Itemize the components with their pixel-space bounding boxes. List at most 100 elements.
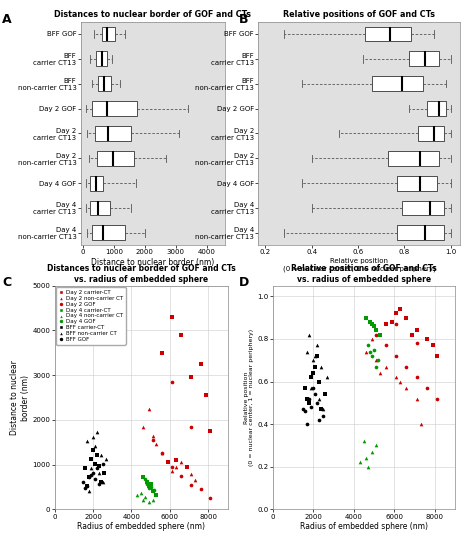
Y-axis label: Relative position
(0 = nuclear center, 1 = nuclear periphery): Relative position (0 = nuclear center, 1…	[244, 329, 255, 466]
Point	[310, 356, 317, 364]
PathPatch shape	[418, 126, 444, 141]
Point	[303, 394, 311, 403]
PathPatch shape	[428, 101, 446, 116]
PathPatch shape	[397, 225, 444, 240]
PathPatch shape	[96, 51, 107, 66]
Point	[178, 330, 185, 339]
Point	[172, 456, 179, 465]
Point	[303, 348, 311, 356]
Point	[299, 405, 307, 413]
Point	[370, 345, 378, 354]
X-axis label: Distance to nuclear border (nm): Distance to nuclear border (nm)	[91, 258, 215, 267]
Point	[158, 449, 166, 458]
Point	[383, 341, 390, 350]
Point	[145, 497, 153, 506]
Point	[372, 356, 380, 364]
Point	[301, 384, 309, 392]
Point	[139, 473, 147, 481]
Point	[307, 373, 315, 382]
Point	[368, 351, 376, 360]
Point	[153, 440, 160, 449]
Point	[102, 455, 110, 464]
Point	[95, 461, 102, 470]
Point	[364, 462, 372, 471]
Point	[147, 480, 155, 488]
X-axis label: Relative position
(0 = nuclear center, 1 = nuclear periphery): Relative position (0 = nuclear center, 1…	[283, 258, 436, 272]
Point	[362, 313, 370, 322]
Point	[178, 458, 185, 467]
PathPatch shape	[372, 76, 423, 91]
Point	[168, 313, 175, 321]
Point	[139, 422, 147, 431]
Point	[402, 384, 410, 392]
Point	[392, 320, 400, 328]
Point	[392, 373, 400, 382]
Point	[303, 420, 311, 429]
Point	[362, 454, 370, 462]
Point	[191, 476, 199, 485]
Point	[311, 351, 319, 360]
Point	[318, 405, 325, 413]
Point	[91, 475, 99, 483]
Point	[145, 404, 153, 413]
Y-axis label: Distance to nuclear
border (nm): Distance to nuclear border (nm)	[10, 360, 29, 435]
Point	[100, 468, 108, 477]
Point	[151, 485, 158, 494]
Point	[168, 462, 175, 471]
Point	[95, 468, 102, 477]
Point	[307, 384, 315, 392]
Point	[85, 486, 93, 495]
Point	[83, 482, 91, 490]
Text: A: A	[2, 13, 12, 26]
Title: Relative positions of GOF and CTs
vs. radius of embedded sphere: Relative positions of GOF and CTs vs. ra…	[291, 264, 437, 284]
Point	[178, 472, 185, 480]
PathPatch shape	[95, 126, 131, 141]
Point	[372, 362, 380, 371]
Point	[85, 473, 93, 481]
Point	[368, 335, 376, 343]
Point	[392, 309, 400, 317]
PathPatch shape	[397, 176, 437, 191]
Point	[315, 416, 323, 424]
Point	[137, 488, 145, 497]
Point	[87, 464, 95, 473]
Point	[164, 458, 172, 467]
Point	[139, 495, 147, 504]
Point	[187, 422, 195, 431]
Title: Relative positions of GOF and CTs: Relative positions of GOF and CTs	[283, 10, 435, 19]
Point	[376, 369, 384, 377]
Point	[187, 469, 195, 478]
Point	[91, 441, 99, 450]
Point	[206, 427, 214, 436]
Point	[99, 459, 106, 468]
PathPatch shape	[91, 101, 137, 116]
Point	[423, 384, 430, 392]
Point	[145, 484, 153, 493]
Point	[91, 459, 99, 468]
Point	[376, 330, 384, 339]
Point	[319, 405, 327, 413]
Point	[305, 330, 313, 339]
Point	[368, 320, 376, 328]
Point	[85, 473, 93, 481]
Point	[93, 428, 100, 437]
Point	[87, 455, 95, 464]
PathPatch shape	[102, 26, 115, 42]
Point	[87, 471, 95, 479]
Point	[313, 341, 321, 350]
Point	[93, 464, 100, 473]
Point	[206, 494, 214, 502]
Point	[149, 496, 156, 505]
Point	[417, 420, 424, 429]
Point	[402, 362, 410, 371]
Text: C: C	[2, 276, 11, 289]
Point	[423, 335, 430, 343]
Point	[97, 478, 104, 486]
Point	[83, 482, 91, 490]
Point	[83, 437, 91, 446]
Point	[413, 394, 420, 403]
Point	[187, 480, 195, 489]
PathPatch shape	[98, 76, 111, 91]
Point	[313, 398, 321, 407]
Point	[153, 490, 160, 499]
